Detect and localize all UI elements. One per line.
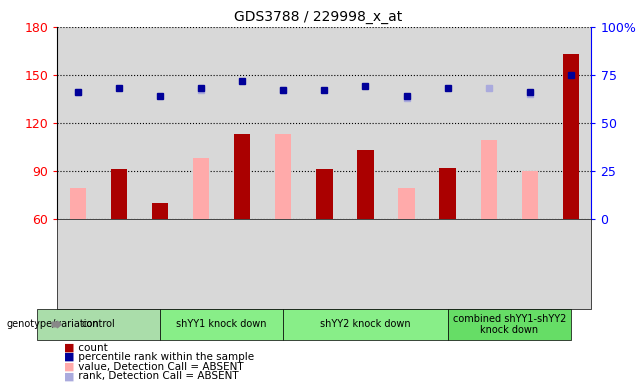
Text: value, Detection Call = ABSENT: value, Detection Call = ABSENT	[75, 362, 244, 372]
Bar	[563, 54, 579, 219]
Text: genotype/variation: genotype/variation	[6, 319, 99, 329]
Text: rank, Detection Call = ABSENT: rank, Detection Call = ABSENT	[75, 371, 238, 381]
Bar	[522, 171, 538, 219]
Bar	[316, 169, 333, 219]
Text: ■: ■	[64, 371, 74, 381]
Bar	[357, 150, 374, 219]
Bar	[439, 168, 456, 219]
Text: percentile rank within the sample: percentile rank within the sample	[75, 352, 254, 362]
Bar	[234, 134, 251, 219]
Text: shYY1 knock down: shYY1 knock down	[176, 319, 267, 329]
Text: ■: ■	[64, 362, 74, 372]
Text: shYY2 knock down: shYY2 knock down	[320, 319, 411, 329]
Text: ■: ■	[64, 343, 74, 353]
Bar	[398, 189, 415, 219]
Text: control: control	[81, 319, 115, 329]
Text: count: count	[75, 343, 107, 353]
Bar	[152, 203, 168, 219]
Bar	[275, 134, 291, 219]
Bar	[69, 189, 86, 219]
Bar	[481, 141, 497, 219]
Bar	[111, 169, 127, 219]
Bar	[193, 158, 209, 219]
Text: ■: ■	[64, 352, 74, 362]
Text: combined shYY1-shYY2
knock down: combined shYY1-shYY2 knock down	[453, 314, 566, 335]
Text: GDS3788 / 229998_x_at: GDS3788 / 229998_x_at	[234, 10, 402, 23]
